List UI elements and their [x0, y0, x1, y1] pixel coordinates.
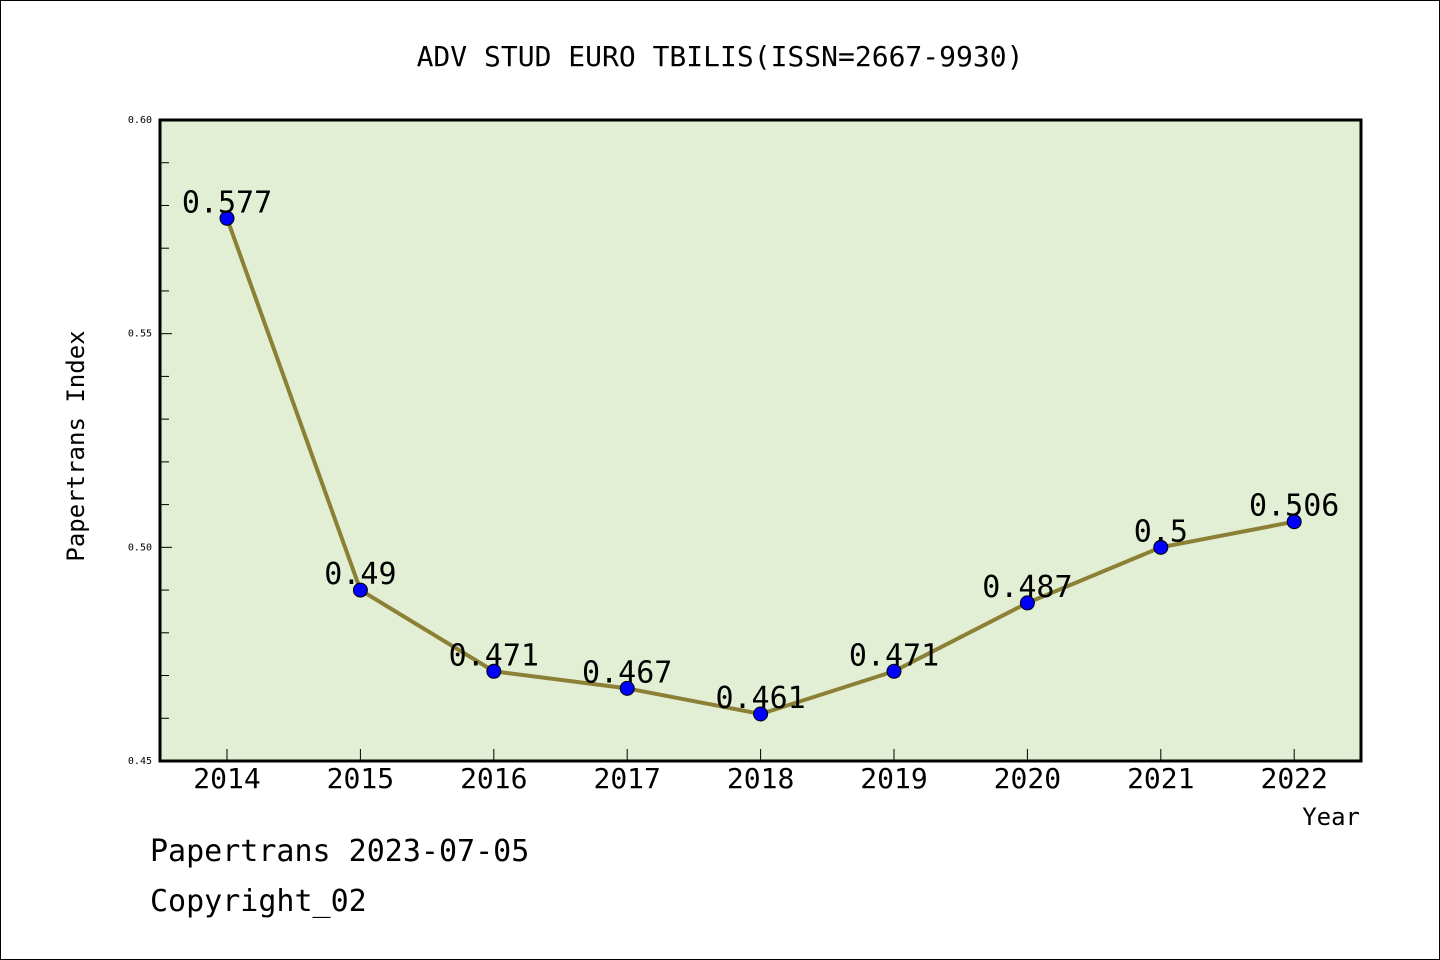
x-tick-label: 2014	[193, 762, 260, 795]
y-tick-label: 0.50	[128, 542, 152, 553]
x-tick-label: 2018	[727, 762, 794, 795]
data-label: 0.5	[1134, 514, 1188, 549]
data-point	[219, 210, 235, 226]
y-tick-label: 0.55	[128, 329, 152, 340]
x-tick-label: 2017	[593, 762, 660, 795]
plot-area	[158, 118, 1363, 763]
chart-title: ADV STUD EURO TBILIS(ISSN=2667-9930)	[417, 40, 1024, 73]
footer-date: Papertrans 2023-07-05	[150, 834, 530, 869]
data-point	[886, 663, 902, 679]
y-tick-label: 0.60	[128, 115, 152, 126]
x-tick-label: 2020	[994, 762, 1061, 795]
y-axis-title: Papertrans Index	[62, 330, 90, 561]
data-label: 0.471	[849, 638, 939, 673]
data-point	[352, 582, 368, 598]
data-labels: 0.577 0.49 0.471 0.467 0.461 0.471 0.487 0.5 0.5…	[182, 185, 1340, 716]
x-tick-label: 2019	[860, 762, 927, 795]
y-axis: 0.45 0.50 0.55 0.60	[128, 115, 172, 767]
data-label: 0.471	[449, 638, 539, 673]
data-point	[1286, 514, 1302, 530]
footer-copyright: Copyright_02	[150, 884, 367, 919]
data-point	[753, 706, 769, 722]
x-axis-title: Year	[1302, 803, 1360, 831]
data-label: 0.487	[982, 570, 1072, 605]
y-tick-label: 0.45	[128, 756, 152, 767]
data-point	[619, 680, 635, 696]
data-label: 0.467	[582, 655, 672, 690]
data-label: 0.577	[182, 185, 272, 220]
data-point	[486, 663, 502, 679]
data-label: 0.49	[324, 557, 396, 592]
x-axis: 2014 2015 2016 2017 2018 2019 2020 2021 2022	[193, 749, 1328, 795]
data-points	[219, 210, 1302, 722]
data-point	[1153, 539, 1169, 555]
data-label: 0.461	[715, 681, 805, 716]
x-tick-label: 2015	[327, 762, 394, 795]
x-tick-label: 2016	[460, 762, 527, 795]
x-tick-label: 2021	[1127, 762, 1194, 795]
data-point	[1019, 595, 1035, 611]
data-label: 0.506	[1249, 489, 1339, 524]
x-tick-label: 2022	[1260, 762, 1327, 795]
